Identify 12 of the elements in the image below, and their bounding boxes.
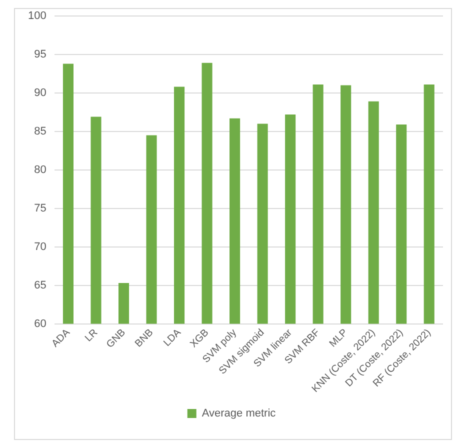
y-tick-label: 85 — [34, 125, 46, 138]
y-tick-label: 65 — [34, 279, 46, 292]
y-tick-label: 100 — [28, 10, 46, 22]
y-tick-label: 80 — [34, 164, 46, 176]
y-tick-label: 95 — [34, 48, 46, 61]
y-tick-label: 60 — [34, 318, 46, 330]
y-tick-label: 75 — [34, 202, 46, 214]
y-tick-label: 90 — [34, 86, 46, 99]
x-tick-label: LDA — [162, 327, 184, 349]
y-tick-label: 70 — [34, 240, 46, 253]
legend-label: Average metric — [202, 408, 276, 420]
x-tick-label: LR — [83, 327, 100, 344]
